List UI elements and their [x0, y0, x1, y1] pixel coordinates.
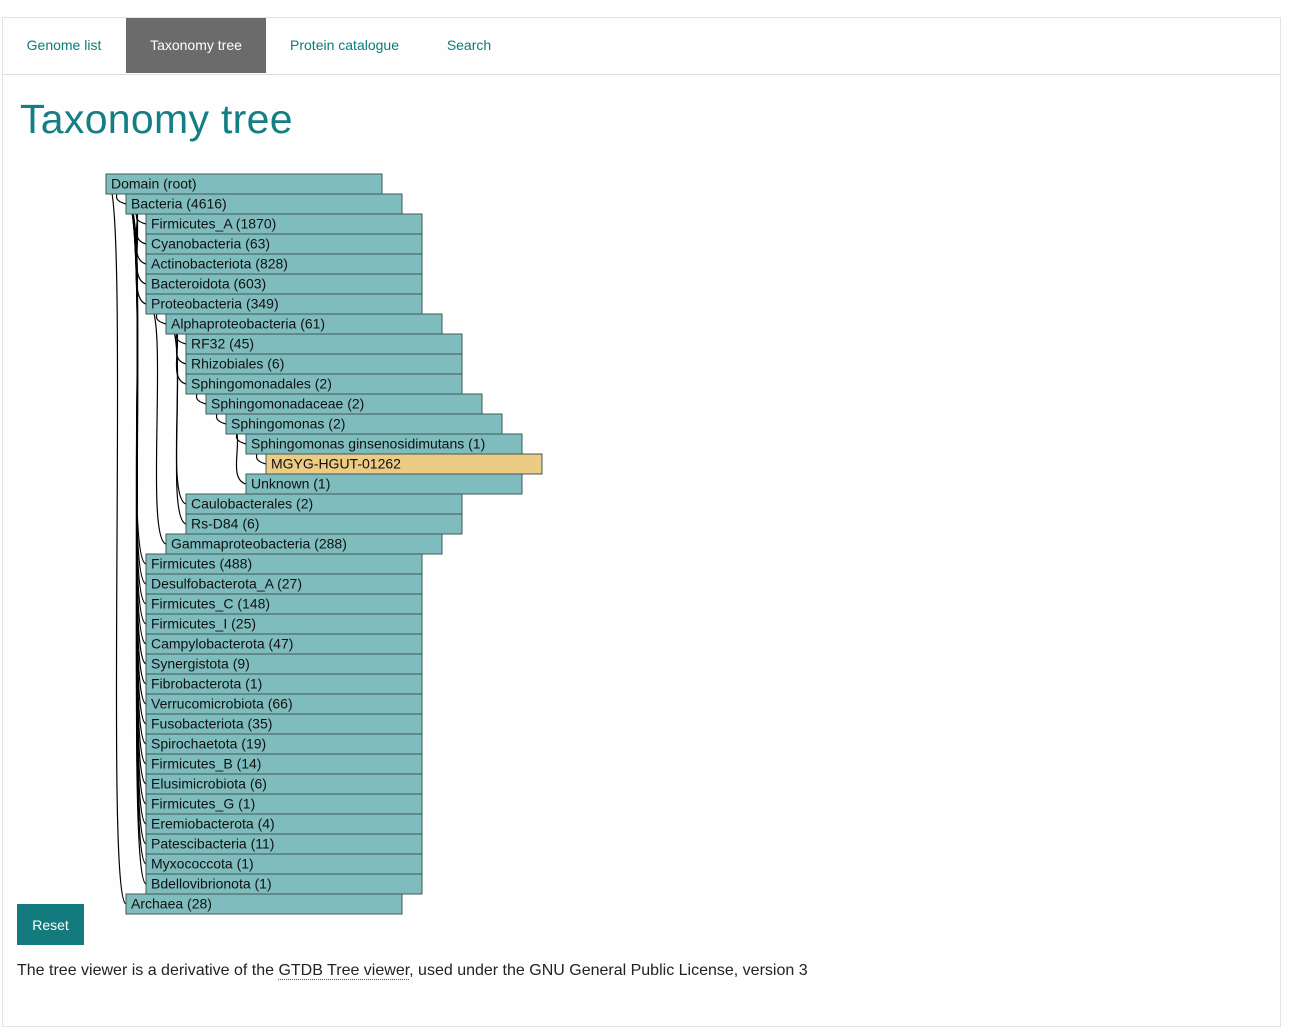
tree-node-label: Elusimicrobiota (6) — [151, 776, 267, 792]
tree-node-label: MGYG-HGUT-01262 — [271, 456, 401, 472]
taxonomy-tree: Domain (root) Bacteria (4616) Firmicutes_A… — [105, 173, 543, 915]
tree-node-eremiobacterota[interactable]: Eremiobacterota (4) — [145, 813, 423, 835]
tree-node-myxococcota[interactable]: Myxococcota (1) — [145, 853, 423, 875]
tree-node-gammaproteobacteria[interactable]: Gammaproteobacteria (288) — [165, 533, 443, 555]
tab-bar: Genome list Taxonomy tree Protein catalo… — [3, 18, 1280, 75]
footer-suffix: , used under the GNU General Public Lice… — [409, 962, 808, 979]
tree-node-label: Sphingomonadales (2) — [191, 376, 332, 392]
tree-node-firmicutes[interactable]: Firmicutes (488) — [145, 553, 423, 575]
tree-node-label: Sphingomonas (2) — [231, 416, 345, 432]
tree-node-label: Synergistota (9) — [151, 656, 250, 672]
tree-node-rhizobiales[interactable]: Rhizobiales (6) — [185, 353, 463, 375]
tree-node-fibrobacterota[interactable]: Fibrobacterota (1) — [145, 673, 423, 695]
tree-link — [147, 301, 167, 545]
reset-button[interactable]: Reset — [17, 904, 84, 945]
tree-node-bacteria[interactable]: Bacteria (4616) — [125, 193, 403, 215]
tree-node-box — [125, 893, 403, 915]
tree-link — [167, 321, 187, 525]
tree-links — [107, 181, 267, 905]
tree-node-label: Proteobacteria (349) — [151, 296, 279, 312]
tree-node-sphingomonas-ginsenosidimutans[interactable]: Sphingomonas ginsenosidimutans (1) — [245, 433, 523, 455]
tree-node-synergistota[interactable]: Synergistota (9) — [145, 653, 423, 675]
tree-node-proteobacteria[interactable]: Proteobacteria (349) — [145, 293, 423, 315]
tree-node-bacteroidota[interactable]: Bacteroidota (603) — [145, 273, 423, 295]
tree-node-caulobacterales[interactable]: Caulobacterales (2) — [185, 493, 463, 515]
tree-node-firmicutes-b[interactable]: Firmicutes_B (14) — [145, 753, 423, 775]
tree-node-elusimicrobiota[interactable]: Elusimicrobiota (6) — [145, 773, 423, 795]
tree-node-label: Firmicutes_B (14) — [151, 756, 261, 772]
tree-node-fusobacteriota[interactable]: Fusobacteriota (35) — [145, 713, 423, 735]
tree-node-label: Firmicutes_I (25) — [151, 616, 256, 632]
tree-node-desulfobacterota-a[interactable]: Desulfobacterota_A (27) — [145, 573, 423, 595]
tab-genome-list[interactable]: Genome list — [26, 37, 102, 53]
tree-node-rs-d84[interactable]: Rs-D84 (6) — [185, 513, 463, 535]
tree-node-firmicutes-c[interactable]: Firmicutes_C (148) — [145, 593, 423, 615]
tree-node-label: Firmicutes_C (148) — [151, 596, 270, 612]
tree-node-label: Bacteria (4616) — [131, 196, 227, 212]
tree-node-label: Sphingomonadaceae (2) — [211, 396, 364, 412]
tree-node-rf32[interactable]: RF32 (45) — [185, 333, 463, 355]
tree-node-verrucomicrobiota[interactable]: Verrucomicrobiota (66) — [145, 693, 423, 715]
tree-node-label: Domain (root) — [111, 176, 197, 192]
tree-node-spirochaetota[interactable]: Spirochaetota (19) — [145, 733, 423, 755]
footer-attribution: The tree viewer is a derivative of the G… — [17, 962, 808, 980]
tree-node-sphingomonas[interactable]: Sphingomonas (2) — [225, 413, 503, 435]
tree-node-domain[interactable]: Domain (root) — [105, 173, 383, 195]
tree-node-label: Unknown (1) — [251, 476, 330, 492]
tree-node-alphaproteobacteria[interactable]: Alphaproteobacteria (61) — [165, 313, 443, 335]
tree-node-unknown[interactable]: Unknown (1) — [245, 473, 523, 495]
tree-node-label: Bacteroidota (603) — [151, 276, 266, 292]
tree-node-label: RF32 (45) — [191, 336, 254, 352]
tree-node-firmicutes-i[interactable]: Firmicutes_I (25) — [145, 613, 423, 635]
footer-prefix: The tree viewer is a derivative of the — [17, 962, 279, 979]
tree-node-label: Eremiobacterota (4) — [151, 816, 275, 832]
tree-node-label: Campylobacterota (47) — [151, 636, 293, 652]
tree-node-sphingomonadaceae[interactable]: Sphingomonadaceae (2) — [205, 393, 483, 415]
tree-node-label: Caulobacterales (2) — [191, 496, 313, 512]
tree-node-label: Sphingomonas ginsenosidimutans (1) — [251, 436, 485, 452]
tree-node-label: Bdellovibrionota (1) — [151, 876, 272, 892]
tree-node-label: Rhizobiales (6) — [191, 356, 284, 372]
tree-node-label: Spirochaetota (19) — [151, 736, 266, 752]
tree-node-label: Firmicutes (488) — [151, 556, 252, 572]
tree-node-label: Myxococcota (1) — [151, 856, 254, 872]
tree-node-label: Desulfobacterota_A (27) — [151, 576, 302, 592]
tab-taxonomy-tree[interactable]: Taxonomy tree — [126, 18, 266, 73]
tree-link — [127, 201, 147, 885]
tree-node-label: Rs-D84 (6) — [191, 516, 259, 532]
tab-protein-catalogue[interactable]: Protein catalogue — [290, 37, 399, 53]
tree-node-cyanobacteria[interactable]: Cyanobacteria (63) — [145, 233, 423, 255]
tree-node-bdellovibrionota[interactable]: Bdellovibrionota (1) — [145, 873, 423, 895]
tree-node-mgyg-hgut-01262[interactable]: MGYG-HGUT-01262 — [265, 453, 543, 475]
tree-node-label: Fusobacteriota (35) — [151, 716, 272, 732]
tree-node-label: Patescibacteria (11) — [151, 836, 274, 852]
tree-node-firmicutes-a[interactable]: Firmicutes_A (1870) — [145, 213, 423, 235]
tree-node-sphingomonadales[interactable]: Sphingomonadales (2) — [185, 373, 463, 395]
tree-node-label: Actinobacteriota (828) — [151, 256, 288, 272]
tree-node-actinobacteriota[interactable]: Actinobacteriota (828) — [145, 253, 423, 275]
tree-node-patescibacteria[interactable]: Patescibacteria (11) — [145, 833, 423, 855]
tree-node-label: Archaea (28) — [131, 896, 212, 912]
tree-node-label: Firmicutes_A (1870) — [151, 216, 276, 232]
tree-nodes: Domain (root) Bacteria (4616) Firmicutes_A… — [105, 173, 543, 915]
tree-node-archaea[interactable]: Archaea (28) — [125, 893, 403, 915]
tree-node-label: Alphaproteobacteria (61) — [171, 316, 325, 332]
tree-node-campylobacterota[interactable]: Campylobacterota (47) — [145, 633, 423, 655]
tree-node-label: Cyanobacteria (63) — [151, 236, 270, 252]
tree-node-label: Fibrobacterota (1) — [151, 676, 262, 692]
tree-node-label: Verrucomicrobiota (66) — [151, 696, 293, 712]
tab-search[interactable]: Search — [446, 37, 492, 53]
tree-node-label: Gammaproteobacteria (288) — [171, 536, 347, 552]
page-title: Taxonomy tree — [20, 96, 293, 142]
gtdb-tree-viewer-link[interactable]: GTDB Tree viewer — [278, 962, 410, 980]
tree-node-firmicutes-g[interactable]: Firmicutes_G (1) — [145, 793, 423, 815]
tree-link — [107, 181, 127, 905]
tree-node-label: Firmicutes_G (1) — [151, 796, 255, 812]
